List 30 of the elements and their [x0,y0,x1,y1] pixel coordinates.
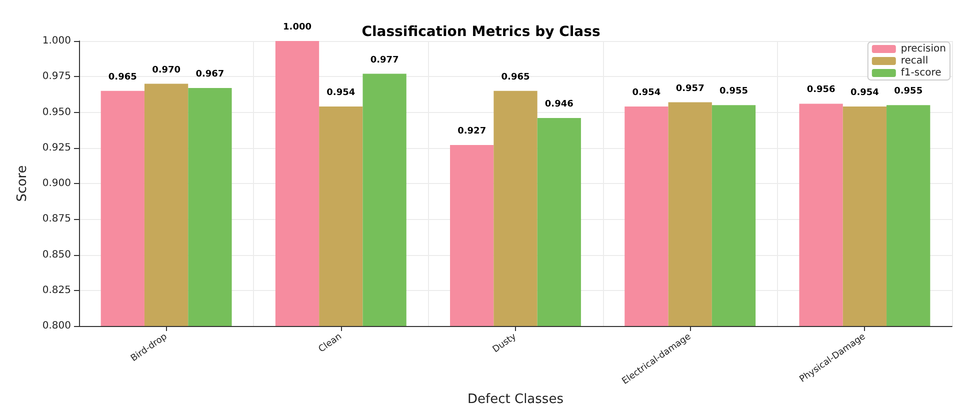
y-tick-label: 0.825 [42,284,71,296]
x-axis-title: Defect Classes [468,392,564,407]
data-label: 0.965 [108,72,137,82]
y-tick-label: 0.850 [42,249,71,260]
legend-label: recall [900,56,928,66]
y-tick-label: 1.000 [42,36,71,46]
data-label: 0.946 [544,99,574,110]
y-tick-label: 0.975 [42,71,71,82]
data-label: 0.967 [196,70,224,80]
data-label: 1.000 [283,22,312,32]
data-label: 0.970 [152,65,181,76]
data-label: 0.954 [850,88,879,98]
data-label: 0.954 [326,88,356,98]
y-tick-label: 0.800 [42,320,71,332]
data-label: 0.956 [806,85,836,96]
data-label: 0.977 [370,55,399,66]
data-label: 0.957 [676,84,704,94]
y-axis-title: Score [15,165,30,202]
data-label: 0.965 [501,72,530,82]
data-label: 0.927 [458,126,486,137]
y-tick-label: 0.875 [42,214,71,225]
y-tick-label: 0.900 [42,178,71,190]
chart-title: Classification Metrics by Class [362,24,600,40]
y-tick-label: 0.925 [42,142,71,154]
legend-label: precision [900,44,946,54]
y-tick-label: 0.950 [42,106,71,118]
data-label: 0.955 [894,86,923,97]
data-label: 0.955 [720,86,748,97]
legend-label: f1-score [900,68,942,78]
data-label: 0.954 [632,88,661,98]
